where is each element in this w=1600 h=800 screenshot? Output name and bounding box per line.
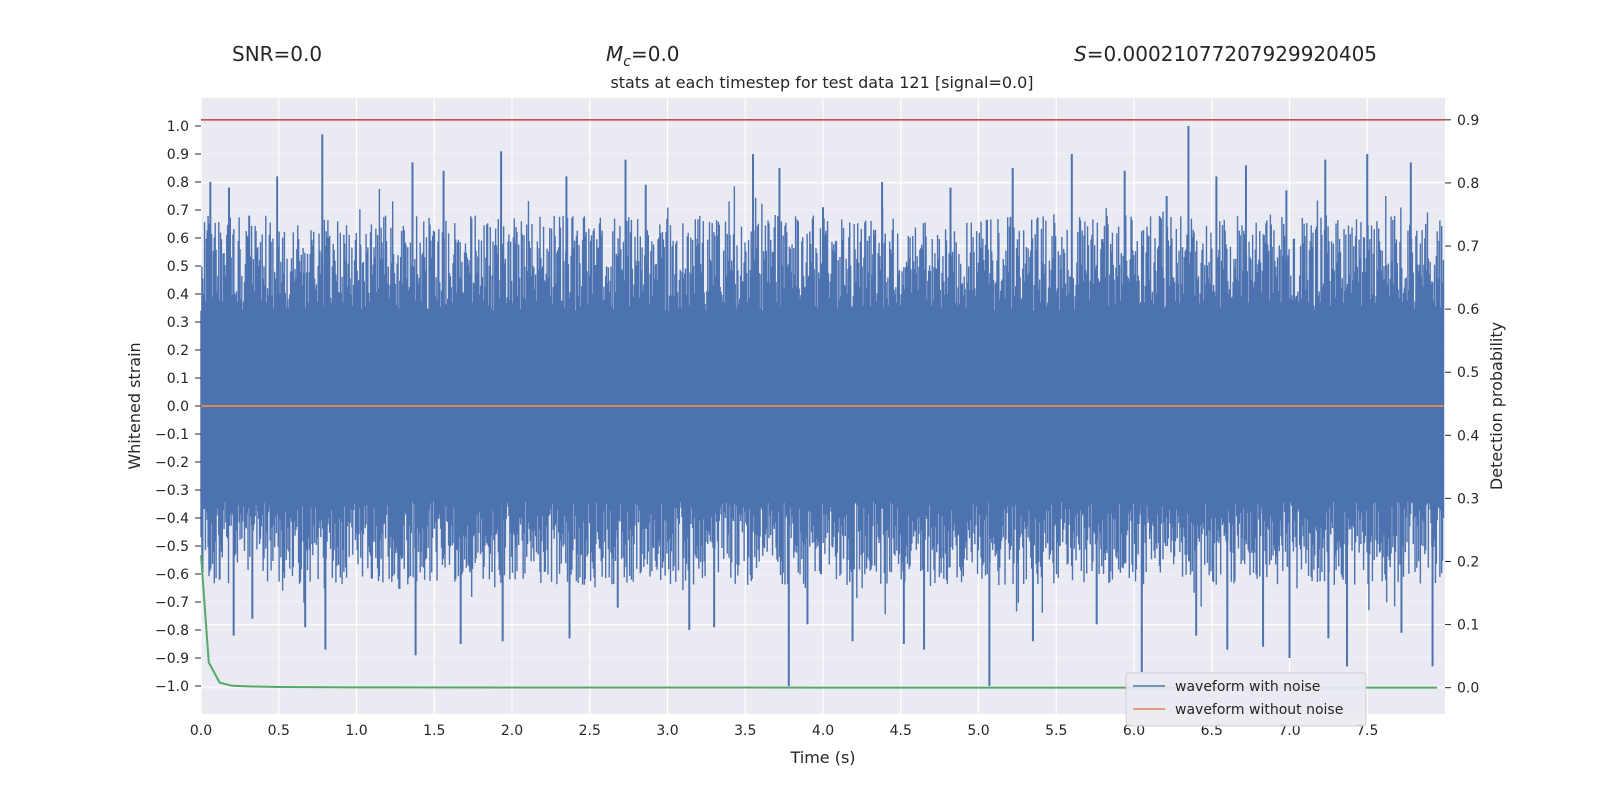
y2-tick-label: 0.5 <box>1457 365 1479 381</box>
legend: waveform with noise waveform without noi… <box>1125 672 1367 727</box>
snr-label: SNR=0.0 <box>232 42 322 66</box>
y-tick-label: −0.5 <box>155 539 189 555</box>
y-tick-label: 0.7 <box>167 203 189 219</box>
y-tick-label: 1.0 <box>167 119 189 135</box>
y-axis-label: Whitened strain <box>125 342 144 469</box>
y2-axis-label: Detection probability <box>1487 322 1506 490</box>
y-tick-label: 0.3 <box>167 315 189 331</box>
y-tick-label: 0.8 <box>167 175 189 191</box>
y-tick-label: −0.9 <box>155 651 189 667</box>
y-tick-label: 0.4 <box>167 287 189 303</box>
x-tick-label: 6.5 <box>1201 723 1223 739</box>
y2-tick-label: 0.3 <box>1457 491 1479 507</box>
x-tick-label: 1.5 <box>423 723 445 739</box>
x-tick-label: 1.0 <box>345 723 367 739</box>
y-tick-label: 0.5 <box>167 259 189 275</box>
x-tick-label: 3.5 <box>734 723 756 739</box>
axis-ticks: 0.0 0.5 1.0 1.5 2.0 2.5 3.0 3.5 4.0 4.5 5.0 5.5 6.0 6… <box>155 113 1479 739</box>
x-tick-label: 3.0 <box>656 723 678 739</box>
y2-tick-label: 0.6 <box>1457 302 1479 318</box>
y-tick-label: −0.2 <box>155 455 189 471</box>
y-tick-label: −0.3 <box>155 483 189 499</box>
x-axis-label: Time (s) <box>789 748 855 767</box>
y-tick-label: 0.1 <box>167 371 189 387</box>
y2-tick-label: 0.9 <box>1457 113 1479 129</box>
y-tick-label: −0.4 <box>155 511 189 527</box>
y2-tick-label: 0.0 <box>1457 681 1479 697</box>
y2-tick-label: 0.1 <box>1457 618 1479 634</box>
y2-tick-label: 0.4 <box>1457 428 1479 444</box>
y-tick-label: −0.7 <box>155 595 189 611</box>
x-tick-label: 0.0 <box>190 723 212 739</box>
x-tick-label: 2.5 <box>579 723 601 739</box>
legend-label-noise: waveform with noise <box>1175 679 1320 695</box>
y-tick-label: −0.1 <box>155 427 189 443</box>
x-tick-label: 2.0 <box>501 723 523 739</box>
series-detection-probability <box>200 555 1438 689</box>
x-tick-label: 5.0 <box>967 723 989 739</box>
s-statistic-label: S=0.00021077207929920405 <box>1074 42 1377 66</box>
y-tick-label: −0.8 <box>155 623 189 639</box>
legend-box <box>1125 672 1367 727</box>
x-tick-label: 4.0 <box>812 723 834 739</box>
y-tick-label: −1.0 <box>155 679 189 695</box>
x-tick-label: 4.5 <box>890 723 912 739</box>
x-tick-label: 0.5 <box>268 723 290 739</box>
y-tick-label: 0.9 <box>167 147 189 163</box>
chart-title: stats at each timestep for test data 121… <box>610 73 1033 92</box>
chirp-mass-label: Mc=0.0 <box>606 42 680 70</box>
y2-tick-label: 0.2 <box>1457 554 1479 570</box>
legend-label-clean: waveform without noise <box>1175 702 1343 718</box>
y-tick-label: −0.6 <box>155 567 189 583</box>
y-tick-label: 0.6 <box>167 231 189 247</box>
y-tick-label: 0.0 <box>167 399 189 415</box>
x-tick-label: 5.5 <box>1045 723 1067 739</box>
y2-tick-label: 0.8 <box>1457 176 1479 192</box>
y-tick-label: 0.2 <box>167 343 189 359</box>
x-tick-label: 7.5 <box>1356 723 1378 739</box>
x-tick-label: 7.0 <box>1278 723 1300 739</box>
x-tick-label: 6.0 <box>1123 723 1145 739</box>
y2-tick-label: 0.7 <box>1457 239 1479 255</box>
detection-probability-line <box>200 555 1438 689</box>
